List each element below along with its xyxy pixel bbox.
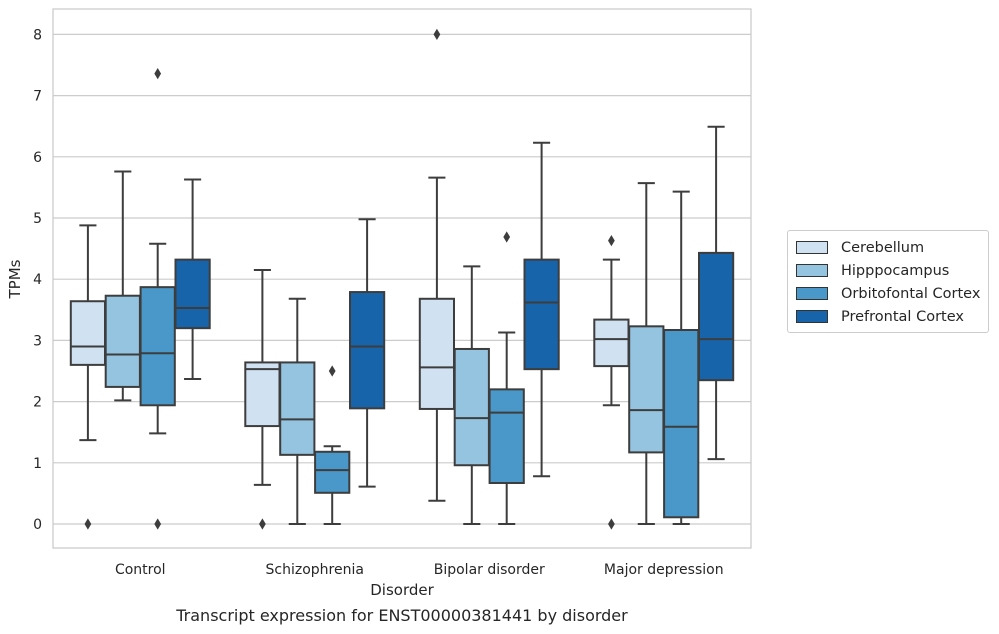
box-orbitofontal-cortex [314,365,351,525]
box-orbitofontal-cortex [488,231,525,525]
box-body [488,388,525,484]
y-tick-label: 2 [33,395,42,411]
y-tick-label: 3 [33,333,42,349]
box-prefrontal-cortex [348,218,386,488]
x-axis-title: Disorder [370,581,434,599]
box-hipppocampus [628,182,665,525]
box-cerebellum [418,28,456,502]
outlier-point [433,28,441,41]
x-tick-labels: Control Schizophrenia Bipolar disorder Majo… [115,562,724,578]
legend: Cerebellum Hipppocampus Orbitofontal Corte… [787,230,990,333]
box-body [279,361,316,456]
y-tick-label: 8 [33,27,42,43]
box-body [663,328,700,519]
box-orbitofontal-cortex [139,67,176,530]
legend-swatch [796,287,828,300]
outlier-point [154,518,162,530]
box-body [244,361,281,428]
box-body [348,291,386,410]
box-hipppocampus [104,170,141,402]
outlier-point [608,235,615,247]
legend-label: Cerebellum [841,239,925,256]
box-body [314,450,351,494]
outlier-point [328,365,336,377]
y-tick-label: 7 [33,89,42,105]
box-body [697,251,735,382]
legend-label: Hipppocampus [841,262,950,279]
y-tick-label: 0 [33,517,42,533]
outlier-point [154,67,162,80]
legend-item: Prefrontal Cortex [796,305,980,328]
box-body [628,325,665,454]
box-body [593,318,630,368]
box-groups [69,28,735,530]
box-body [174,258,211,330]
box-body [69,300,107,366]
box-prefrontal-cortex [523,141,560,478]
legend-label: Orbitofontal Cortex [841,285,981,302]
y-axis-title: TPMs [6,259,24,299]
y-tick-label: 5 [33,211,42,227]
chart-caption: Transcript expression for ENST0000038144… [176,606,628,625]
box-cerebellum [244,269,281,530]
x-tick-label: Bipolar disorder [434,562,545,578]
legend-swatch [796,241,828,254]
outlier-point [84,518,92,530]
box-body [418,297,456,410]
box-cerebellum [69,224,107,530]
box-body [104,294,141,388]
legend-item: Cerebellum [796,236,980,259]
y-tick-label: 1 [33,456,42,472]
y-tick-label: 4 [33,272,42,288]
outlier-point [503,231,511,243]
box-body [139,286,176,407]
box-hipppocampus [279,297,316,525]
box-cerebellum [593,235,630,530]
legend-label: Prefrontal Cortex [841,308,964,325]
box-body [453,347,490,467]
box-orbitofontal-cortex [663,190,700,525]
y-tick-labels: 0 1 2 3 4 5 6 7 8 [33,27,42,533]
box-prefrontal-cortex [174,178,211,380]
box-hipppocampus [453,265,490,525]
plot-frame [52,8,752,549]
y-tick-label: 6 [33,150,42,166]
legend-item: Orbitofontal Cortex [796,282,980,305]
outlier-point [259,518,266,530]
box-body [523,258,560,371]
legend-swatch [796,310,828,323]
legend-item: Hipppocampus [796,259,980,282]
legend-swatch [796,264,828,277]
x-tick-label: Major depression [604,562,724,578]
x-tick-label: Schizophrenia [266,562,364,578]
x-tick-label: Control [115,562,166,578]
box-prefrontal-cortex [697,125,735,461]
outlier-point [608,518,615,530]
